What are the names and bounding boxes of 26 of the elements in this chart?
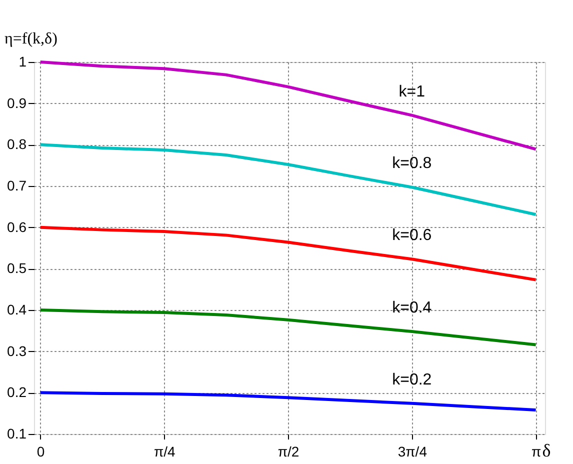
- y-tick-label: 0.3: [7, 342, 27, 359]
- x-tick-label: π/4: [154, 444, 176, 460]
- line-series: [38, 391, 538, 412]
- y-axis-title: η=f(k,δ): [4, 30, 58, 48]
- y-tick-label: 0.9: [7, 94, 27, 111]
- y-tick-label: 0.5: [7, 260, 27, 276]
- y-tick-label: 1: [18, 54, 27, 70]
- x-tick-label: 0: [36, 444, 45, 460]
- x-tick-label: 3π/4: [398, 444, 428, 460]
- y-tick-label: 0.7: [7, 178, 27, 194]
- series-label: k=0.4: [392, 299, 432, 316]
- y-tick-label: 0.6: [7, 218, 27, 235]
- series-label: k=0.6: [392, 227, 432, 244]
- x-tick-label: π/2: [278, 444, 300, 460]
- y-tick-label: 0.2: [7, 384, 27, 400]
- series-label: k=0.8: [392, 155, 432, 172]
- y-tick-label: 0.8: [7, 136, 27, 152]
- x-axis-title: δ: [542, 440, 551, 460]
- series-label: k=1: [398, 83, 426, 100]
- y-tick-label: 0.4: [7, 302, 27, 318]
- line-series: [38, 60, 538, 151]
- series-label: k=0.2: [392, 371, 432, 388]
- y-tick-label: 0.1: [7, 426, 27, 442]
- x-tick-label: π: [531, 444, 542, 460]
- line-series: [38, 143, 538, 216]
- line-series: [38, 226, 538, 282]
